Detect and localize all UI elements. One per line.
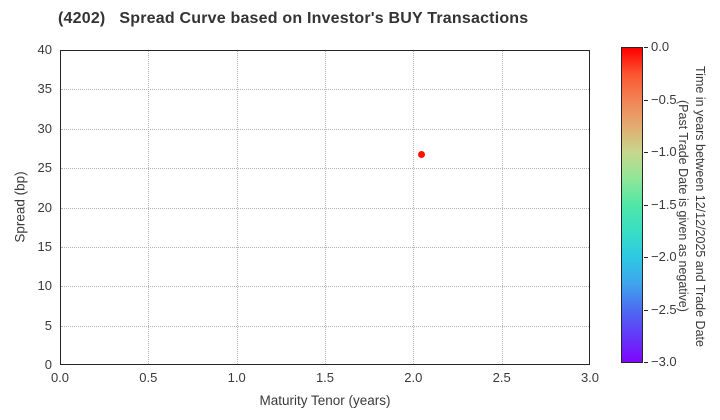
x-tick-label: 2.0 — [404, 370, 423, 385]
y-tick-label: 25 — [37, 160, 52, 176]
y-tick-label: 40 — [37, 42, 52, 57]
y-tick-label: 5 — [44, 317, 52, 333]
y-tick-label: 30 — [37, 120, 52, 136]
data-point — [417, 151, 425, 159]
colorbar-tick-label: −2.0 — [651, 249, 677, 264]
gridline-horizontal — [61, 286, 589, 288]
gridline-horizontal — [61, 168, 589, 170]
gridline-horizontal — [61, 89, 589, 91]
colorbar-label: Time in years between 12/12/2025 and Tra… — [670, 45, 708, 367]
x-tick-label: 2.5 — [492, 370, 511, 385]
x-axis-label: Maturity Tenor (years) — [259, 393, 391, 408]
colorbar-tick-mark — [644, 99, 648, 101]
colorbar-label-line1: Time in years between 12/12/2025 and Tra… — [693, 65, 707, 347]
y-tick-label: 0 — [44, 357, 52, 372]
colorbar-label-line2: (Past Trade Date is given as negative) — [676, 100, 690, 312]
colorbar-tick-label: −0.5 — [651, 91, 677, 107]
colorbar-tick-mark — [644, 257, 648, 258]
gridline-horizontal — [61, 325, 589, 327]
x-tick-label: 1.5 — [315, 370, 335, 385]
y-tick-label: 15 — [37, 238, 52, 254]
colorbar-tick-mark — [644, 362, 648, 363]
colorbar — [621, 47, 643, 363]
x-tick-label: 0.5 — [139, 370, 158, 385]
y-tick-label: 10 — [37, 278, 52, 294]
colorbar-tick-label: −1.0 — [651, 144, 677, 159]
chart-title: (4202) Spread Curve based on Investor's … — [58, 10, 529, 27]
y-tick-label: 20 — [37, 199, 52, 215]
colorbar-tick-label: 0.0 — [651, 39, 670, 54]
gridline-horizontal — [61, 207, 589, 209]
colorbar-tick-mark — [644, 204, 648, 206]
y-tick-label: 35 — [37, 81, 52, 97]
colorbar-tick-label: −1.5 — [651, 196, 677, 212]
colorbar-tick-label: −3.0 — [651, 354, 677, 369]
x-tick-label: 3.0 — [580, 370, 600, 385]
colorbar-tick-label: −2.5 — [651, 301, 677, 317]
colorbar-tick-mark — [644, 309, 648, 311]
colorbar-tick-mark — [644, 152, 648, 153]
gridline-horizontal — [61, 128, 589, 130]
x-tick-label: 0.0 — [50, 370, 70, 385]
colorbar-tick-mark — [644, 47, 648, 48]
plot-area — [60, 50, 590, 365]
x-tick-label: 1.0 — [227, 370, 246, 385]
gridline-horizontal — [61, 246, 589, 248]
